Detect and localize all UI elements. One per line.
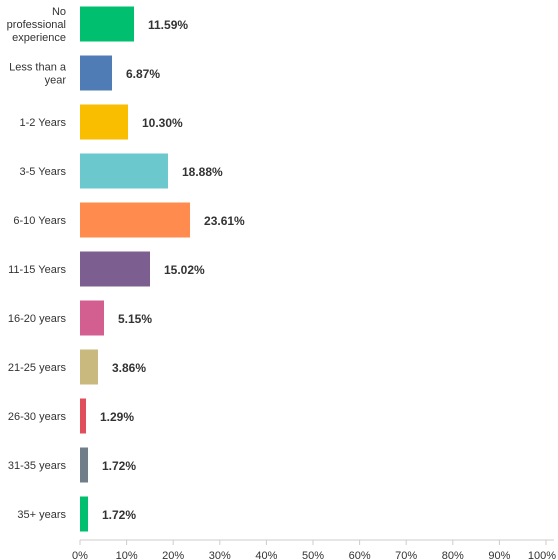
category-label: 31-35 years [8,460,67,472]
bar [80,300,104,336]
value-label: 18.88% [182,165,223,179]
bar-row: 21-25 years 3.86% [8,349,146,385]
bar [80,202,191,238]
value-label: 1.72% [102,508,136,522]
value-label: 10.30% [142,116,183,130]
x-axis-ticks: 0% 10% 20% 30% 40% 50% 60% 70% 80% 90% 100% [72,540,556,560]
value-label: 6.87% [126,67,160,81]
bar-row: 6-10 Years 23.61% [13,202,245,238]
category-label: 26-30 years [8,411,67,423]
bar-row: 31-35 years 1.72% [8,447,136,483]
bar [80,447,89,483]
value-label: 15.02% [164,263,205,277]
x-tick-label: 100% [528,550,556,560]
bar [80,349,98,385]
x-tick-label: 60% [349,550,371,560]
value-label: 23.61% [204,214,245,228]
bar-row: 11-15 Years 15.02% [8,251,205,287]
category-label: 16-20 years [8,313,67,325]
category-label: 1-2 Years [20,117,67,129]
value-label: 5.15% [118,312,152,326]
x-tick-label: 0% [72,550,88,560]
bar [80,55,113,91]
bar [80,398,87,434]
bar [80,153,168,189]
x-tick-label: 90% [488,550,510,560]
category-label: 3-5 Years [20,166,67,178]
value-label: 11.59% [148,18,188,32]
x-tick-label: 80% [442,550,464,560]
category-label: Less than a year [9,62,67,87]
category-label: 11-15 Years [8,264,66,276]
bar [80,104,128,140]
bar-row: 3-5 Years 18.88% [20,153,223,189]
bar-row: No professional experience 11.59% [7,6,189,44]
x-tick-label: 30% [209,550,231,560]
value-label: 3.86% [112,361,146,375]
bar-row: Less than a year 6.87% [9,55,160,91]
x-tick-label: 20% [162,550,184,560]
bar-row: 35+ years 1.72% [17,496,136,532]
bar-row: 26-30 years 1.29% [8,398,134,434]
bar-row: 16-20 years 5.15% [8,300,152,336]
x-tick-label: 40% [255,550,277,560]
value-label: 1.29% [100,410,134,424]
x-tick-label: 70% [395,550,417,560]
category-label: 6-10 Years [13,215,66,227]
value-label: 1.72% [102,459,136,473]
bar [80,6,135,42]
bars-layer: No professional experience 11.59% Less than … [7,6,245,532]
bar [80,251,150,287]
bar [80,496,89,532]
x-tick-label: 50% [302,550,324,560]
x-tick-label: 10% [116,550,138,560]
category-label: No professional experience [7,6,66,44]
bar-row: 1-2 Years 10.30% [20,104,183,140]
category-label: 35+ years [17,509,66,521]
category-label: 21-25 years [8,362,67,374]
